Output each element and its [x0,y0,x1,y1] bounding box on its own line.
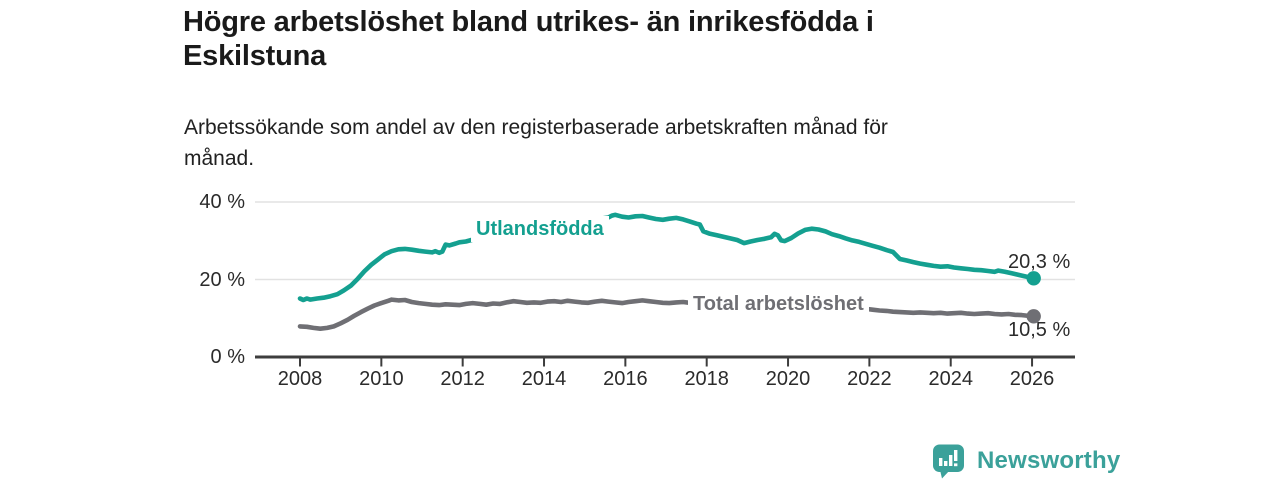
x-tick-label: 2022 [847,368,892,390]
newsworthy-logo-icon [933,444,964,478]
data-line-total-arbetsloshet [297,297,1036,332]
chart-subtitle: Arbetssökande som andel av den registerb… [184,116,888,170]
y-tick-label: 40 % [199,191,245,213]
end-value-label-utlandsfodda: 20,3 % [1008,251,1071,273]
newsworthy-logo: Newsworthy [932,443,1120,479]
end-dot-total-arbetsloshet [1026,309,1041,324]
data-line-utlandsfodda [297,212,1036,303]
x-tick-label: 2012 [440,368,485,390]
end-value-label-total-arbetsloshet: 10,5 % [1008,319,1071,341]
y-tick-label: 20 % [199,268,245,291]
x-tick-label: 2008 [277,368,323,390]
x-tick-label: 2018 [684,368,729,390]
x-tick-label: 2020 [765,368,811,390]
y-tick-label: 0 % [210,346,245,368]
series-label-utlandsfodda: Utlandsfödda [471,216,609,242]
x-tick-label: 2016 [603,368,648,390]
x-tick-label: 2024 [928,368,973,390]
x-tick-label: 2010 [359,368,404,390]
end-dot-utlandsfodda [1026,271,1041,286]
x-tick-label: 2014 [521,368,567,390]
chart-title: Högre arbetslöshet bland utrikes- än inr… [183,6,874,72]
newsworthy-brand-name: Newsworthy [977,447,1121,474]
series-label-total-arbetsloshet: Total arbetslöshet [688,291,869,317]
x-tick-label: 2026 [1009,368,1055,390]
